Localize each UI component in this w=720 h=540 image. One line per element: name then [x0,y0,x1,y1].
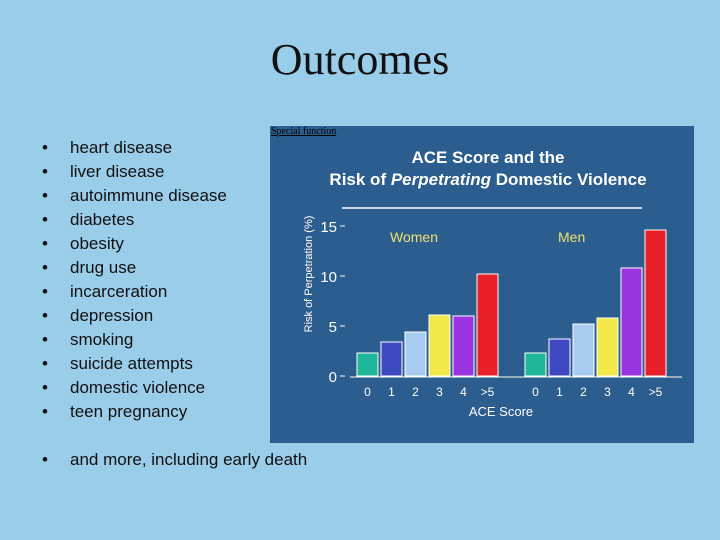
series-label: Men [558,229,585,245]
x-tick-label: 0 [532,385,539,399]
bar [428,314,451,377]
x-tick-label: >5 [481,385,495,399]
outcome-item: diabetes [42,208,227,232]
chart-panel: ACE Score and the Risk of Perpetrating D… [270,126,694,443]
chart-title-suffix: Domestic Violence [491,170,647,189]
bar [524,352,547,377]
y-tick-label: 15 [320,219,337,236]
x-tick-label: 0 [364,385,371,399]
x-tick-label: 1 [388,385,395,399]
outcome-item: incarceration [42,280,227,304]
chart-title-prefix: Risk of [329,170,390,189]
outcome-item: autoimmune disease [42,184,227,208]
x-tick-label: 4 [460,385,467,399]
x-tick-label: 2 [580,385,587,399]
outcome-item: obesity [42,232,227,256]
outcome-item: domestic violence [42,376,227,400]
outcome-item: heart disease [42,136,227,160]
outcome-item: suicide attempts [42,352,227,376]
x-tick-label: >5 [649,385,663,399]
series-label: Women [390,229,438,245]
bar [572,323,595,377]
x-tick-label: 2 [412,385,419,399]
bar [620,267,643,377]
source-label: Special function [271,126,337,137]
x-tick-label: 3 [436,385,443,399]
bar [476,273,499,377]
y-tick-label: 0 [329,369,337,386]
y-axis-label: Risk of Perpetration (%) [303,216,315,333]
chart-title-line2: Risk of Perpetrating Domestic Violence [329,170,646,189]
outcome-item: depression [42,304,227,328]
bar [380,341,403,377]
outcome-item: drug use [42,256,227,280]
x-tick-label: 4 [628,385,635,399]
slide-title: Outcomes [270,35,450,84]
y-tick-label: 10 [320,269,337,286]
x-axis-label: ACE Score [469,404,533,419]
ace-chart: ACE Score and the Risk of Perpetrating D… [303,148,682,419]
outcome-list: heart diseaseliver diseaseautoimmune dis… [42,136,227,424]
x-tick-label: 3 [604,385,611,399]
final-bullet: and more, including early death [42,448,307,472]
outcome-item: liver disease [42,160,227,184]
outcome-item: smoking [42,328,227,352]
bar [452,315,475,377]
bar [596,317,619,377]
x-tick-label: 1 [556,385,563,399]
bar [356,352,379,377]
y-tick-label: 5 [329,319,337,336]
bar [548,338,571,377]
outcome-item: teen pregnancy [42,400,227,424]
chart-title-emphasis: Perpetrating [391,170,492,189]
bar [404,331,427,377]
bar [644,229,667,377]
chart-title-line1: ACE Score and the [411,148,564,167]
